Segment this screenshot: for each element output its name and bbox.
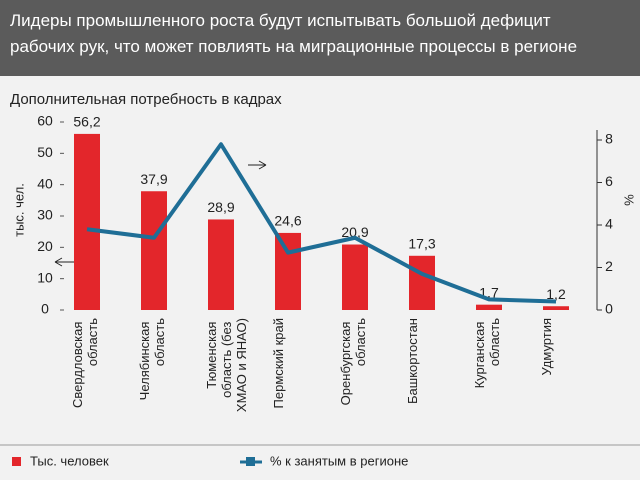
left-axis-arrow	[54, 257, 75, 267]
y2-tick-label: 2	[605, 258, 613, 274]
x-tick-label: Челябинская область	[137, 318, 167, 401]
x-tick-label: Курганская область	[472, 318, 502, 389]
legend-swatch	[12, 457, 21, 466]
bar-value-label: 37,9	[140, 171, 167, 187]
bar	[141, 191, 167, 310]
x-tick-label: Башкортостан	[405, 318, 420, 404]
y-tick-label: 10	[37, 269, 53, 285]
bar-value-label: 24,6	[274, 213, 301, 229]
bar-value-label: 1,2	[546, 286, 566, 302]
y-tick-label: 0	[41, 301, 49, 317]
y2-tick-label: 6	[605, 173, 613, 189]
bar-value-label: 56,2	[73, 114, 100, 130]
title-banner	[0, 0, 640, 76]
y-tick-label: 60	[37, 113, 53, 129]
bar	[74, 133, 100, 310]
y2-axis-label: %	[622, 194, 637, 206]
x-tick-label: Пермский край	[271, 318, 286, 408]
bar	[409, 255, 435, 310]
x-tick-label: Оренбургская область	[338, 318, 368, 406]
bar-value-label: 28,9	[207, 199, 234, 215]
line	[86, 142, 557, 304]
y-tick-label: 50	[37, 144, 53, 160]
bar-value-label: 20,9	[341, 224, 368, 240]
x-tick-label: Свердловская область	[70, 318, 100, 408]
right-axis-arrow	[248, 160, 267, 170]
legend-swatch	[246, 457, 255, 466]
subtitle: Дополнительная потребность в кадрах	[10, 91, 282, 108]
bar	[543, 306, 569, 310]
x-tick-label: Тюменская область (без ХМАО и ЯНАО)	[204, 318, 249, 412]
bar	[208, 219, 234, 310]
legend-label: Тыс. человек	[30, 453, 109, 468]
y-axis-label: тыс. чел.	[11, 183, 26, 237]
y-tick-label: 30	[37, 207, 53, 223]
y2-tick-label: 8	[605, 131, 613, 147]
y-tick-label: 20	[37, 238, 53, 254]
bar-value-label: 17,3	[408, 235, 435, 251]
legend-label: % к занятым в регионе	[270, 453, 408, 468]
x-tick-label: Удмуртия	[539, 318, 554, 375]
bar	[476, 304, 502, 310]
y-tick-label: 40	[37, 175, 53, 191]
bar	[342, 244, 368, 310]
y2-tick-label: 0	[605, 301, 613, 317]
y2-tick-label: 4	[605, 216, 613, 232]
chart-title: Лидеры промышленного роста будут испытыв…	[10, 11, 577, 56]
bar	[275, 232, 301, 310]
